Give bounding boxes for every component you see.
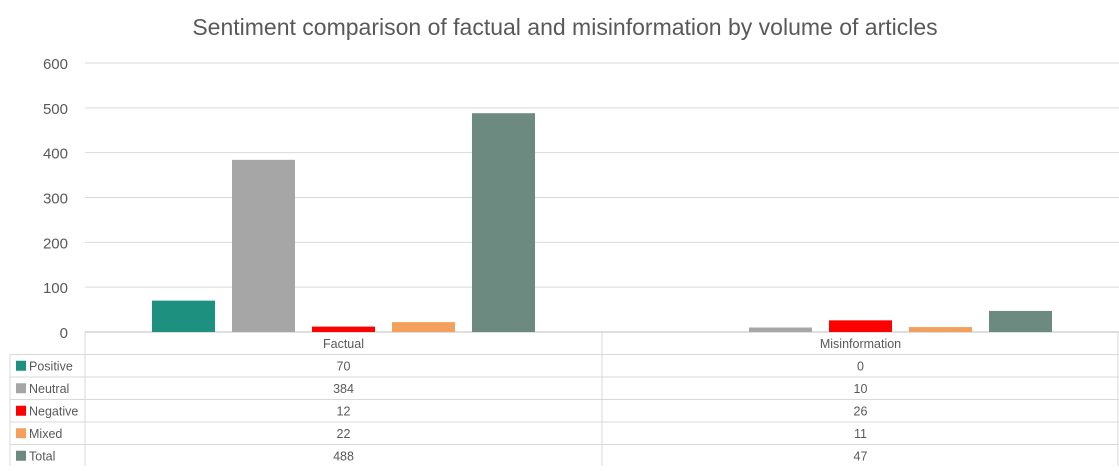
legend-key-mixed [16,428,26,439]
y-tick-label: 300 [43,191,68,208]
data-label: 12 [337,404,351,418]
category-label: Misinformation [820,337,901,351]
data-label: 26 [854,404,868,418]
legend-label: Negative [29,404,78,418]
data-label: 70 [337,359,351,373]
data-label: 22 [337,427,351,441]
y-tick-label: 200 [43,235,68,252]
legend-label: Mixed [29,427,62,441]
data-label: 47 [854,449,868,463]
legend-label: Neutral [29,382,69,396]
bar-neutral-factual [232,159,295,332]
y-tick-label: 600 [43,56,68,73]
data-label: 488 [333,449,354,463]
y-tick-label: 0 [60,325,68,342]
legend-key-total [16,450,26,461]
bar-total-misinformation [989,310,1052,332]
bar-neutral-misinformation [749,327,812,332]
y-tick-label: 500 [43,101,68,118]
legend-label: Positive [29,359,73,373]
bar-total-factual [472,113,535,332]
legend-key-positive [16,360,26,371]
bar-mixed-factual [392,322,455,332]
data-label: 10 [854,382,868,396]
legend-key-negative [16,405,26,416]
data-label: 11 [854,427,867,441]
legend-key-neutral [16,383,26,394]
bar-mixed-misinformation [909,327,972,332]
y-tick-label: 400 [43,146,68,163]
bar-positive-factual [152,300,215,332]
chart-title: Sentiment comparison of factual and misi… [192,14,938,40]
bar-negative-misinformation [829,320,892,332]
y-tick-label: 100 [43,280,68,297]
bar-negative-factual [312,326,375,332]
data-label: 0 [857,359,864,373]
legend-label: Total [29,449,55,463]
data-label: 384 [333,382,354,396]
category-label: Factual [323,337,364,351]
